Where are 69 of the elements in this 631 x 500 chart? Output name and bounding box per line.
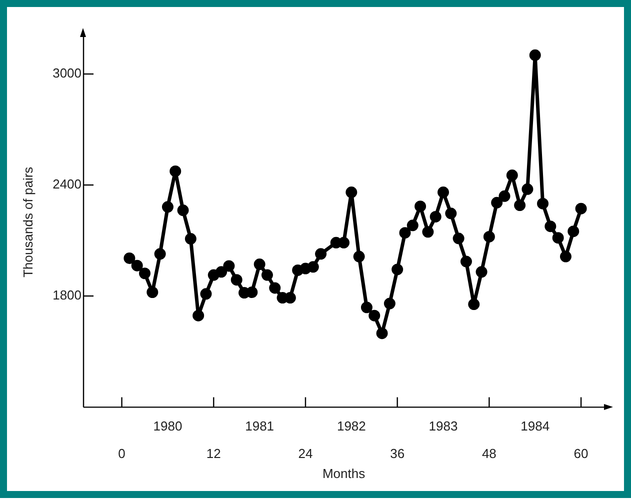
x2-tick-label: 1981 [245, 418, 274, 434]
point [223, 260, 235, 272]
point [192, 310, 204, 322]
x-tick-label: 48 [482, 446, 496, 462]
x2-tick-label: 1983 [428, 418, 458, 434]
point [392, 264, 404, 276]
point [124, 252, 136, 264]
point [468, 298, 480, 310]
point [568, 226, 580, 238]
point [476, 266, 488, 278]
point [544, 220, 556, 232]
point [177, 204, 189, 216]
point [353, 250, 365, 262]
point [522, 183, 534, 195]
point [139, 268, 151, 280]
point [529, 49, 541, 61]
x2-tick-label: 1980 [153, 418, 182, 434]
point [537, 198, 549, 210]
point [261, 269, 273, 281]
point [491, 196, 503, 208]
x-tick-label: 24 [298, 446, 313, 462]
point [170, 165, 182, 177]
point [498, 190, 510, 202]
point [575, 202, 587, 214]
point [216, 266, 228, 278]
point [430, 210, 442, 222]
point [506, 170, 518, 182]
point [315, 248, 327, 260]
point [560, 250, 572, 262]
point [254, 258, 266, 270]
point [414, 200, 426, 212]
point [438, 186, 450, 198]
point [368, 310, 380, 322]
point [131, 260, 143, 272]
point [384, 298, 396, 310]
y-tick-label: 2400 [52, 176, 82, 192]
point [338, 236, 350, 248]
point [154, 248, 166, 260]
point [399, 227, 411, 239]
point [246, 286, 258, 298]
y-axis-title: Thousands of pairs [20, 166, 36, 278]
point [514, 200, 526, 212]
point [208, 269, 220, 281]
x2-tick-label: 1984 [520, 418, 550, 434]
x-tick-label: 0 [118, 446, 126, 462]
y-tick-label: 1800 [52, 288, 82, 303]
point [376, 328, 388, 340]
y-tick-label: 3000 [52, 66, 82, 81]
point [422, 226, 434, 238]
x-tick-label: 12 [206, 446, 221, 462]
point [307, 261, 319, 273]
point [460, 256, 472, 268]
point [146, 286, 158, 298]
point [162, 201, 174, 213]
point [552, 232, 564, 244]
point [346, 186, 358, 198]
point [483, 230, 495, 242]
x-tick-label: 36 [390, 446, 405, 462]
x-axis-title: Months [322, 466, 366, 481]
x2-tick-label: 1982 [336, 418, 366, 434]
point [200, 288, 212, 300]
x-tick-label: 60 [574, 446, 588, 462]
point [360, 302, 372, 314]
point [406, 220, 418, 232]
point [230, 274, 242, 286]
point [445, 208, 457, 220]
point [452, 232, 464, 244]
point [269, 282, 281, 294]
point [184, 233, 196, 245]
